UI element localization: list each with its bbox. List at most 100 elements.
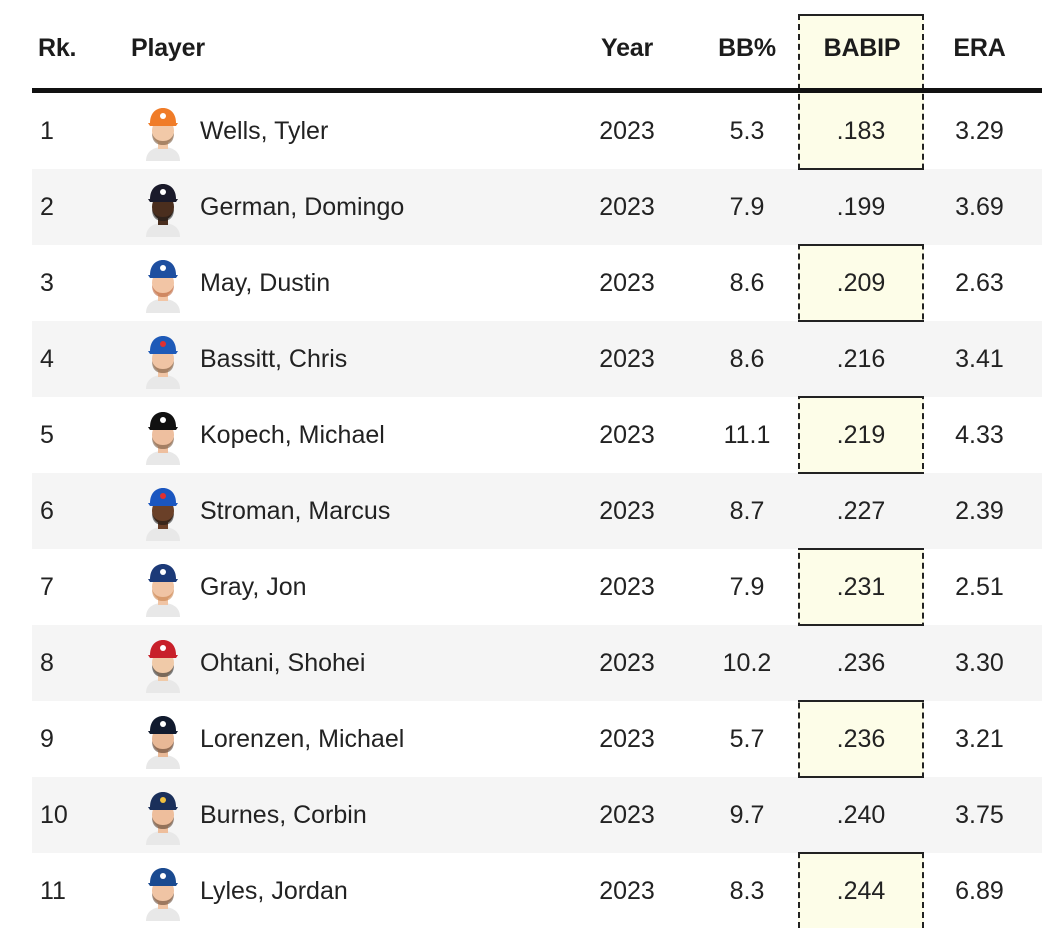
- era-cell: 2.63: [955, 269, 1004, 297]
- player-headshot-icon: [140, 407, 186, 465]
- era-cell: 4.33: [955, 421, 1004, 449]
- rank-cell: 4: [40, 345, 54, 373]
- table-row[interactable]: 2 German, Domingo 2023 7.9 .199 3.69: [32, 168, 1042, 245]
- year-cell: 2023: [599, 649, 655, 677]
- bb-pct-cell: 7.9: [729, 193, 765, 221]
- player-headshot-icon: [140, 483, 186, 541]
- rank-cell: 9: [40, 725, 54, 753]
- era-cell: 2.51: [955, 573, 1004, 601]
- babip-cell: .216: [836, 345, 886, 373]
- bb-pct-cell: 11.1: [723, 421, 771, 449]
- player-name[interactable]: Wells, Tyler: [200, 117, 329, 145]
- bb-pct-cell: 8.6: [729, 269, 765, 297]
- babip-row-divider: [798, 852, 924, 854]
- rank-cell: 1: [40, 117, 54, 145]
- rank-cell: 5: [40, 421, 54, 449]
- leaderboard-table: Rk. Player Year BB% BABIP ERA 1 Wells, Ty…: [32, 0, 1042, 928]
- player-name[interactable]: Lyles, Jordan: [200, 877, 348, 905]
- table-row[interactable]: 8 Ohtani, Shohei 2023 10.2 .236 3.30: [32, 624, 1042, 701]
- era-cell: 2.39: [955, 497, 1004, 525]
- era-cell: 3.30: [955, 649, 1004, 677]
- player-name[interactable]: Gray, Jon: [200, 573, 307, 601]
- player-name[interactable]: Burnes, Corbin: [200, 801, 367, 829]
- year-cell: 2023: [599, 193, 655, 221]
- babip-row-divider: [798, 700, 924, 702]
- babip-row-divider: [798, 244, 924, 246]
- babip-cell: .236: [836, 649, 886, 677]
- babip-cell: .199: [836, 193, 886, 221]
- babip-row-divider: [798, 548, 924, 550]
- header-year[interactable]: Year: [600, 34, 654, 62]
- player-headshot-icon: [140, 103, 186, 161]
- bb-pct-cell: 10.2: [722, 649, 772, 677]
- table-row[interactable]: 4 Bassitt, Chris 2023 8.6 .216 3.41: [32, 320, 1042, 397]
- era-cell: 3.75: [955, 801, 1004, 829]
- year-cell: 2023: [599, 117, 655, 145]
- player-name[interactable]: Kopech, Michael: [200, 421, 385, 449]
- header-rank[interactable]: Rk.: [38, 34, 77, 62]
- player-headshot-icon: [140, 711, 186, 769]
- rank-cell: 8: [40, 649, 54, 677]
- rank-cell: 3: [40, 269, 54, 297]
- player-name[interactable]: Ohtani, Shohei: [200, 649, 366, 677]
- rank-cell: 10: [40, 801, 68, 829]
- header-player[interactable]: Player: [131, 34, 205, 62]
- table-row[interactable]: 11 Lyles, Jordan 2023 8.3 .244 6.89: [32, 852, 1042, 929]
- player-headshot-icon: [140, 559, 186, 617]
- year-cell: 2023: [599, 345, 655, 373]
- babip-row-divider: [798, 396, 924, 398]
- era-cell: 3.41: [955, 345, 1004, 373]
- bb-pct-cell: 8.3: [729, 877, 765, 905]
- year-cell: 2023: [599, 497, 655, 525]
- babip-row-divider: [798, 472, 924, 474]
- player-name[interactable]: Bassitt, Chris: [200, 345, 348, 373]
- player-headshot-icon: [140, 787, 186, 845]
- player-name[interactable]: Lorenzen, Michael: [200, 725, 405, 753]
- table-row[interactable]: 10 Burnes, Corbin 2023 9.7 .240 3.75: [32, 776, 1042, 853]
- player-headshot-icon: [140, 863, 186, 921]
- player-name[interactable]: May, Dustin: [200, 269, 331, 297]
- player-name[interactable]: Stroman, Marcus: [200, 497, 391, 525]
- bb-pct-cell: 7.9: [729, 573, 765, 601]
- year-cell: 2023: [599, 801, 655, 829]
- babip-row-divider: [798, 320, 924, 322]
- babip-cell: .240: [836, 801, 886, 829]
- header-bb-pct[interactable]: BB%: [718, 34, 776, 62]
- rank-cell: 6: [40, 497, 54, 525]
- babip-cell: .244: [836, 877, 886, 905]
- year-cell: 2023: [599, 269, 655, 297]
- era-cell: 3.21: [955, 725, 1004, 753]
- babip-row-divider: [798, 624, 924, 626]
- babip-cell: .231: [836, 573, 886, 601]
- table-row[interactable]: 9 Lorenzen, Michael 2023 5.7 .236 3.21: [32, 700, 1042, 777]
- babip-cell: .236: [836, 725, 886, 753]
- player-name[interactable]: German, Domingo: [200, 193, 405, 221]
- table-row[interactable]: 1 Wells, Tyler 2023 5.3 .183 3.29: [32, 93, 1042, 169]
- player-headshot-icon: [140, 179, 186, 237]
- table-header: Rk. Player Year BB% BABIP ERA: [32, 0, 1042, 88]
- table-row[interactable]: 6 Stroman, Marcus 2023 8.7 .227 2.39: [32, 472, 1042, 549]
- babip-cell: .209: [836, 269, 886, 297]
- babip-row-divider: [798, 776, 924, 778]
- era-cell: 3.29: [955, 117, 1004, 145]
- era-cell: 6.89: [955, 877, 1004, 905]
- babip-cell: .219: [836, 421, 886, 449]
- player-headshot-icon: [140, 255, 186, 313]
- header-era[interactable]: ERA: [953, 34, 1006, 62]
- table-row[interactable]: 3 May, Dustin 2023 8.6 .209 2.63: [32, 244, 1042, 321]
- bb-pct-cell: 8.6: [729, 345, 765, 373]
- rank-cell: 11: [40, 877, 66, 905]
- rank-cell: 2: [40, 193, 54, 221]
- year-cell: 2023: [599, 877, 655, 905]
- babip-cell: .227: [836, 497, 886, 525]
- table-row[interactable]: 5 Kopech, Michael 2023 11.1 .219 4.33: [32, 396, 1042, 473]
- bb-pct-cell: 5.7: [729, 725, 765, 753]
- header-babip[interactable]: BABIP: [823, 34, 901, 62]
- year-cell: 2023: [599, 421, 655, 449]
- babip-cell: .183: [836, 117, 886, 145]
- table-row[interactable]: 7 Gray, Jon 2023 7.9 .231 2.51: [32, 548, 1042, 625]
- player-headshot-icon: [140, 331, 186, 389]
- year-cell: 2023: [599, 725, 655, 753]
- babip-row-divider: [798, 168, 924, 170]
- bb-pct-cell: 8.7: [729, 497, 765, 525]
